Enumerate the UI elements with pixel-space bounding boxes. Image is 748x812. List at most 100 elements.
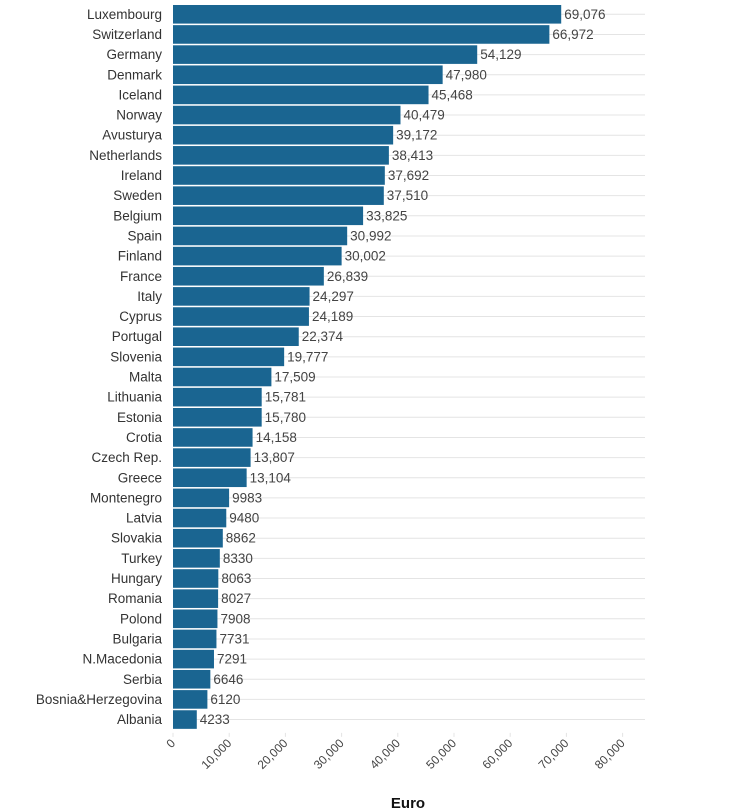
value-label: 40,479 [403, 108, 444, 123]
bar [173, 347, 285, 367]
tick-label: 20,000 [255, 736, 291, 772]
category-label: Italy [137, 289, 162, 304]
x-axis-title: Euro [391, 795, 425, 812]
value-labels: 69,076 66,972 54,129 47,980 45,468 40,479 39,1… [200, 7, 606, 727]
bar [173, 629, 217, 649]
value-label: 30,992 [350, 228, 391, 243]
tick-label: 40,000 [367, 736, 403, 772]
category-label: Albania [117, 712, 163, 727]
tick-label: 80,000 [592, 736, 628, 772]
value-label: 19,777 [287, 349, 328, 364]
bar [173, 387, 262, 407]
tick-label: 0 [163, 736, 178, 751]
category-label: Switzerland [92, 27, 162, 42]
bar [173, 226, 348, 246]
bar [173, 85, 429, 105]
category-label: Slovenia [110, 349, 162, 364]
category-label: Montenegro [90, 490, 162, 505]
bar [173, 669, 211, 689]
bar [173, 428, 253, 447]
category-label: Bulgaria [112, 631, 162, 646]
value-label: 14,158 [256, 430, 297, 445]
value-label: 38,413 [392, 148, 433, 163]
value-label: 15,780 [265, 410, 306, 425]
value-label: 69,076 [564, 7, 605, 22]
value-label: 7291 [217, 652, 247, 667]
value-label: 17,509 [274, 370, 315, 385]
value-label: 7731 [219, 631, 249, 646]
bar [173, 146, 389, 165]
bar [173, 549, 220, 568]
value-label: 45,468 [432, 87, 473, 102]
tick-label: 50,000 [423, 736, 459, 772]
bar [173, 649, 214, 669]
category-label: Bosnia&Herzegovina [36, 692, 163, 707]
category-label: Finland [118, 249, 162, 264]
value-label: 33,825 [366, 208, 407, 223]
bar [173, 710, 197, 729]
value-label: 6120 [210, 692, 240, 707]
bar [173, 408, 262, 427]
value-label: 13,807 [254, 450, 295, 465]
bar [173, 166, 385, 185]
category-label: Germany [106, 47, 162, 62]
value-label: 37,510 [387, 188, 428, 203]
value-label: 8862 [226, 531, 256, 546]
value-label: 6646 [213, 672, 243, 687]
bar [173, 206, 364, 226]
bar [173, 569, 219, 588]
bar [173, 105, 401, 125]
bar [173, 266, 324, 286]
value-label: 9983 [232, 490, 262, 505]
value-label: 37,692 [388, 168, 429, 183]
bar [173, 125, 394, 145]
value-label: 66,972 [552, 27, 593, 42]
bar [173, 488, 230, 508]
category-label: Sweden [113, 188, 162, 203]
value-label: 9480 [229, 511, 259, 526]
category-label: N.Macedonia [82, 652, 162, 667]
value-label: 30,002 [345, 249, 386, 264]
bar [173, 186, 384, 205]
category-label: Romania [108, 591, 163, 606]
bar [173, 468, 247, 488]
bar [173, 508, 227, 528]
tick-label: 10,000 [198, 736, 234, 772]
value-label: 13,104 [250, 470, 292, 485]
category-label: Cyprus [119, 309, 162, 324]
value-label: 39,172 [396, 128, 437, 143]
category-label: Iceland [118, 87, 162, 102]
category-labels: Luxembourg Switzerland Germany Denmark Icela… [36, 7, 163, 727]
value-label: 26,839 [327, 269, 368, 284]
category-label: Slovakia [111, 531, 163, 546]
bar [173, 307, 309, 326]
value-label: 8063 [221, 571, 251, 586]
category-label: Ireland [121, 168, 162, 183]
bar [173, 528, 223, 548]
bar [173, 690, 208, 709]
tick-label: 70,000 [536, 736, 572, 772]
category-label: Turkey [121, 551, 162, 566]
bar [173, 45, 478, 64]
category-label: France [120, 269, 162, 284]
category-label: Hungary [111, 571, 162, 586]
bar [173, 246, 342, 266]
value-label: 4233 [200, 712, 230, 727]
tick-label: 30,000 [311, 736, 347, 772]
category-label: Belgium [113, 208, 162, 223]
category-label: Portugal [112, 329, 162, 344]
category-label: Malta [129, 370, 163, 385]
bar [173, 589, 219, 608]
bar [173, 448, 251, 467]
value-label: 54,129 [480, 47, 521, 62]
category-label: Crotia [126, 430, 163, 445]
category-label: Denmark [107, 67, 162, 82]
category-label: Norway [116, 108, 162, 123]
value-label: 24,189 [312, 309, 353, 324]
value-label: 15,781 [265, 390, 306, 405]
bar [173, 287, 310, 306]
bar [173, 327, 299, 346]
category-label: Luxembourg [87, 7, 162, 22]
x-axis-ticks: 0 10,000 20,000 30,000 40,000 50,000 60,000 70,… [163, 732, 628, 772]
